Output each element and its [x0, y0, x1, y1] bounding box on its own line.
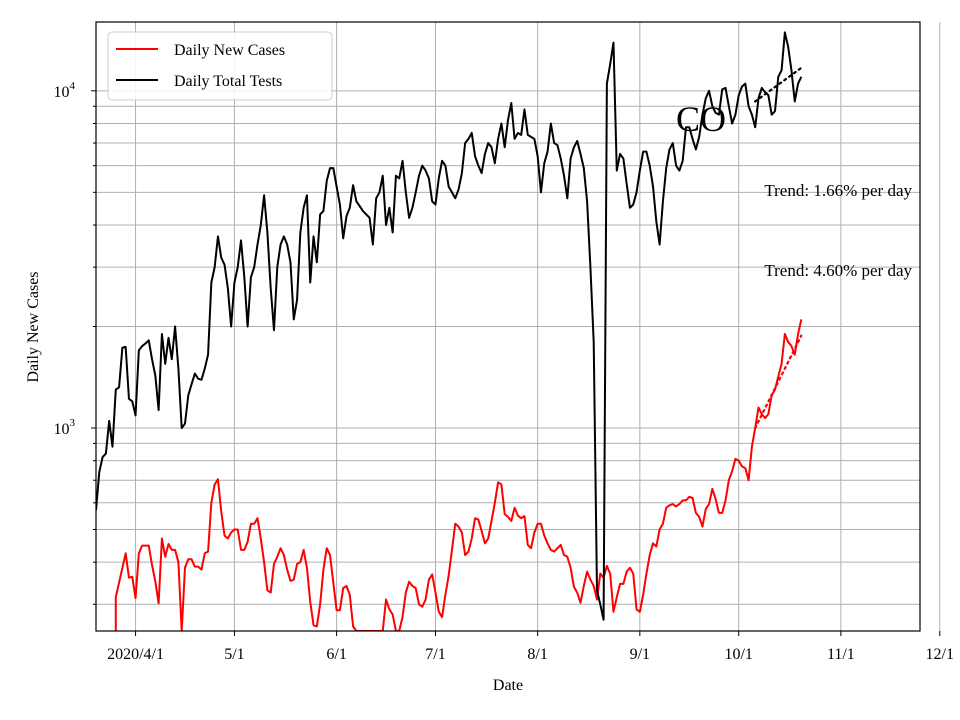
x-tick-label: 8/1	[527, 646, 547, 663]
y-tick-label: 104	[54, 80, 76, 101]
legend-label-cases: Daily New Cases	[174, 42, 285, 59]
x-tick-label: 10/1	[724, 646, 752, 663]
x-tick-label: 7/1	[425, 646, 445, 663]
x-tick-label: 9/1	[630, 646, 650, 663]
trend-label-1: Trend: 4.60% per day	[764, 261, 912, 280]
region-label: CO	[676, 99, 726, 139]
series-line-0	[114, 319, 803, 631]
x-tick-label: 6/1	[326, 646, 346, 663]
grid	[96, 22, 941, 631]
x-axis-label: Date	[493, 677, 523, 694]
series-line-1	[96, 31, 803, 621]
series-layer	[96, 31, 803, 631]
legend[interactable]: Daily New Cases Daily Total Tests	[107, 31, 333, 101]
trend-label-0: Trend: 1.66% per day	[764, 181, 912, 200]
x-tick-label: 12/1	[926, 646, 954, 663]
trend-line-0	[754, 66, 803, 103]
y-tick-label: 103	[54, 417, 76, 438]
y-axis-label: Daily New Cases	[25, 271, 42, 382]
x-tick-label: 5/1	[224, 646, 244, 663]
x-tick-label: 2020/4/1	[107, 646, 164, 663]
trend-line-1	[754, 334, 803, 430]
annotations: Trend: 1.66% per day Trend: 4.60% per day	[764, 181, 912, 280]
legend-box	[107, 31, 333, 101]
legend-label-tests: Daily Total Tests	[174, 73, 282, 90]
x-axis: 2020/4/1 5/1 6/1 7/1 8/1 9/1 10/1 11/1 12/1	[107, 631, 954, 663]
y-axis: 103 104	[54, 80, 96, 605]
x-tick-label: 11/1	[827, 646, 855, 663]
